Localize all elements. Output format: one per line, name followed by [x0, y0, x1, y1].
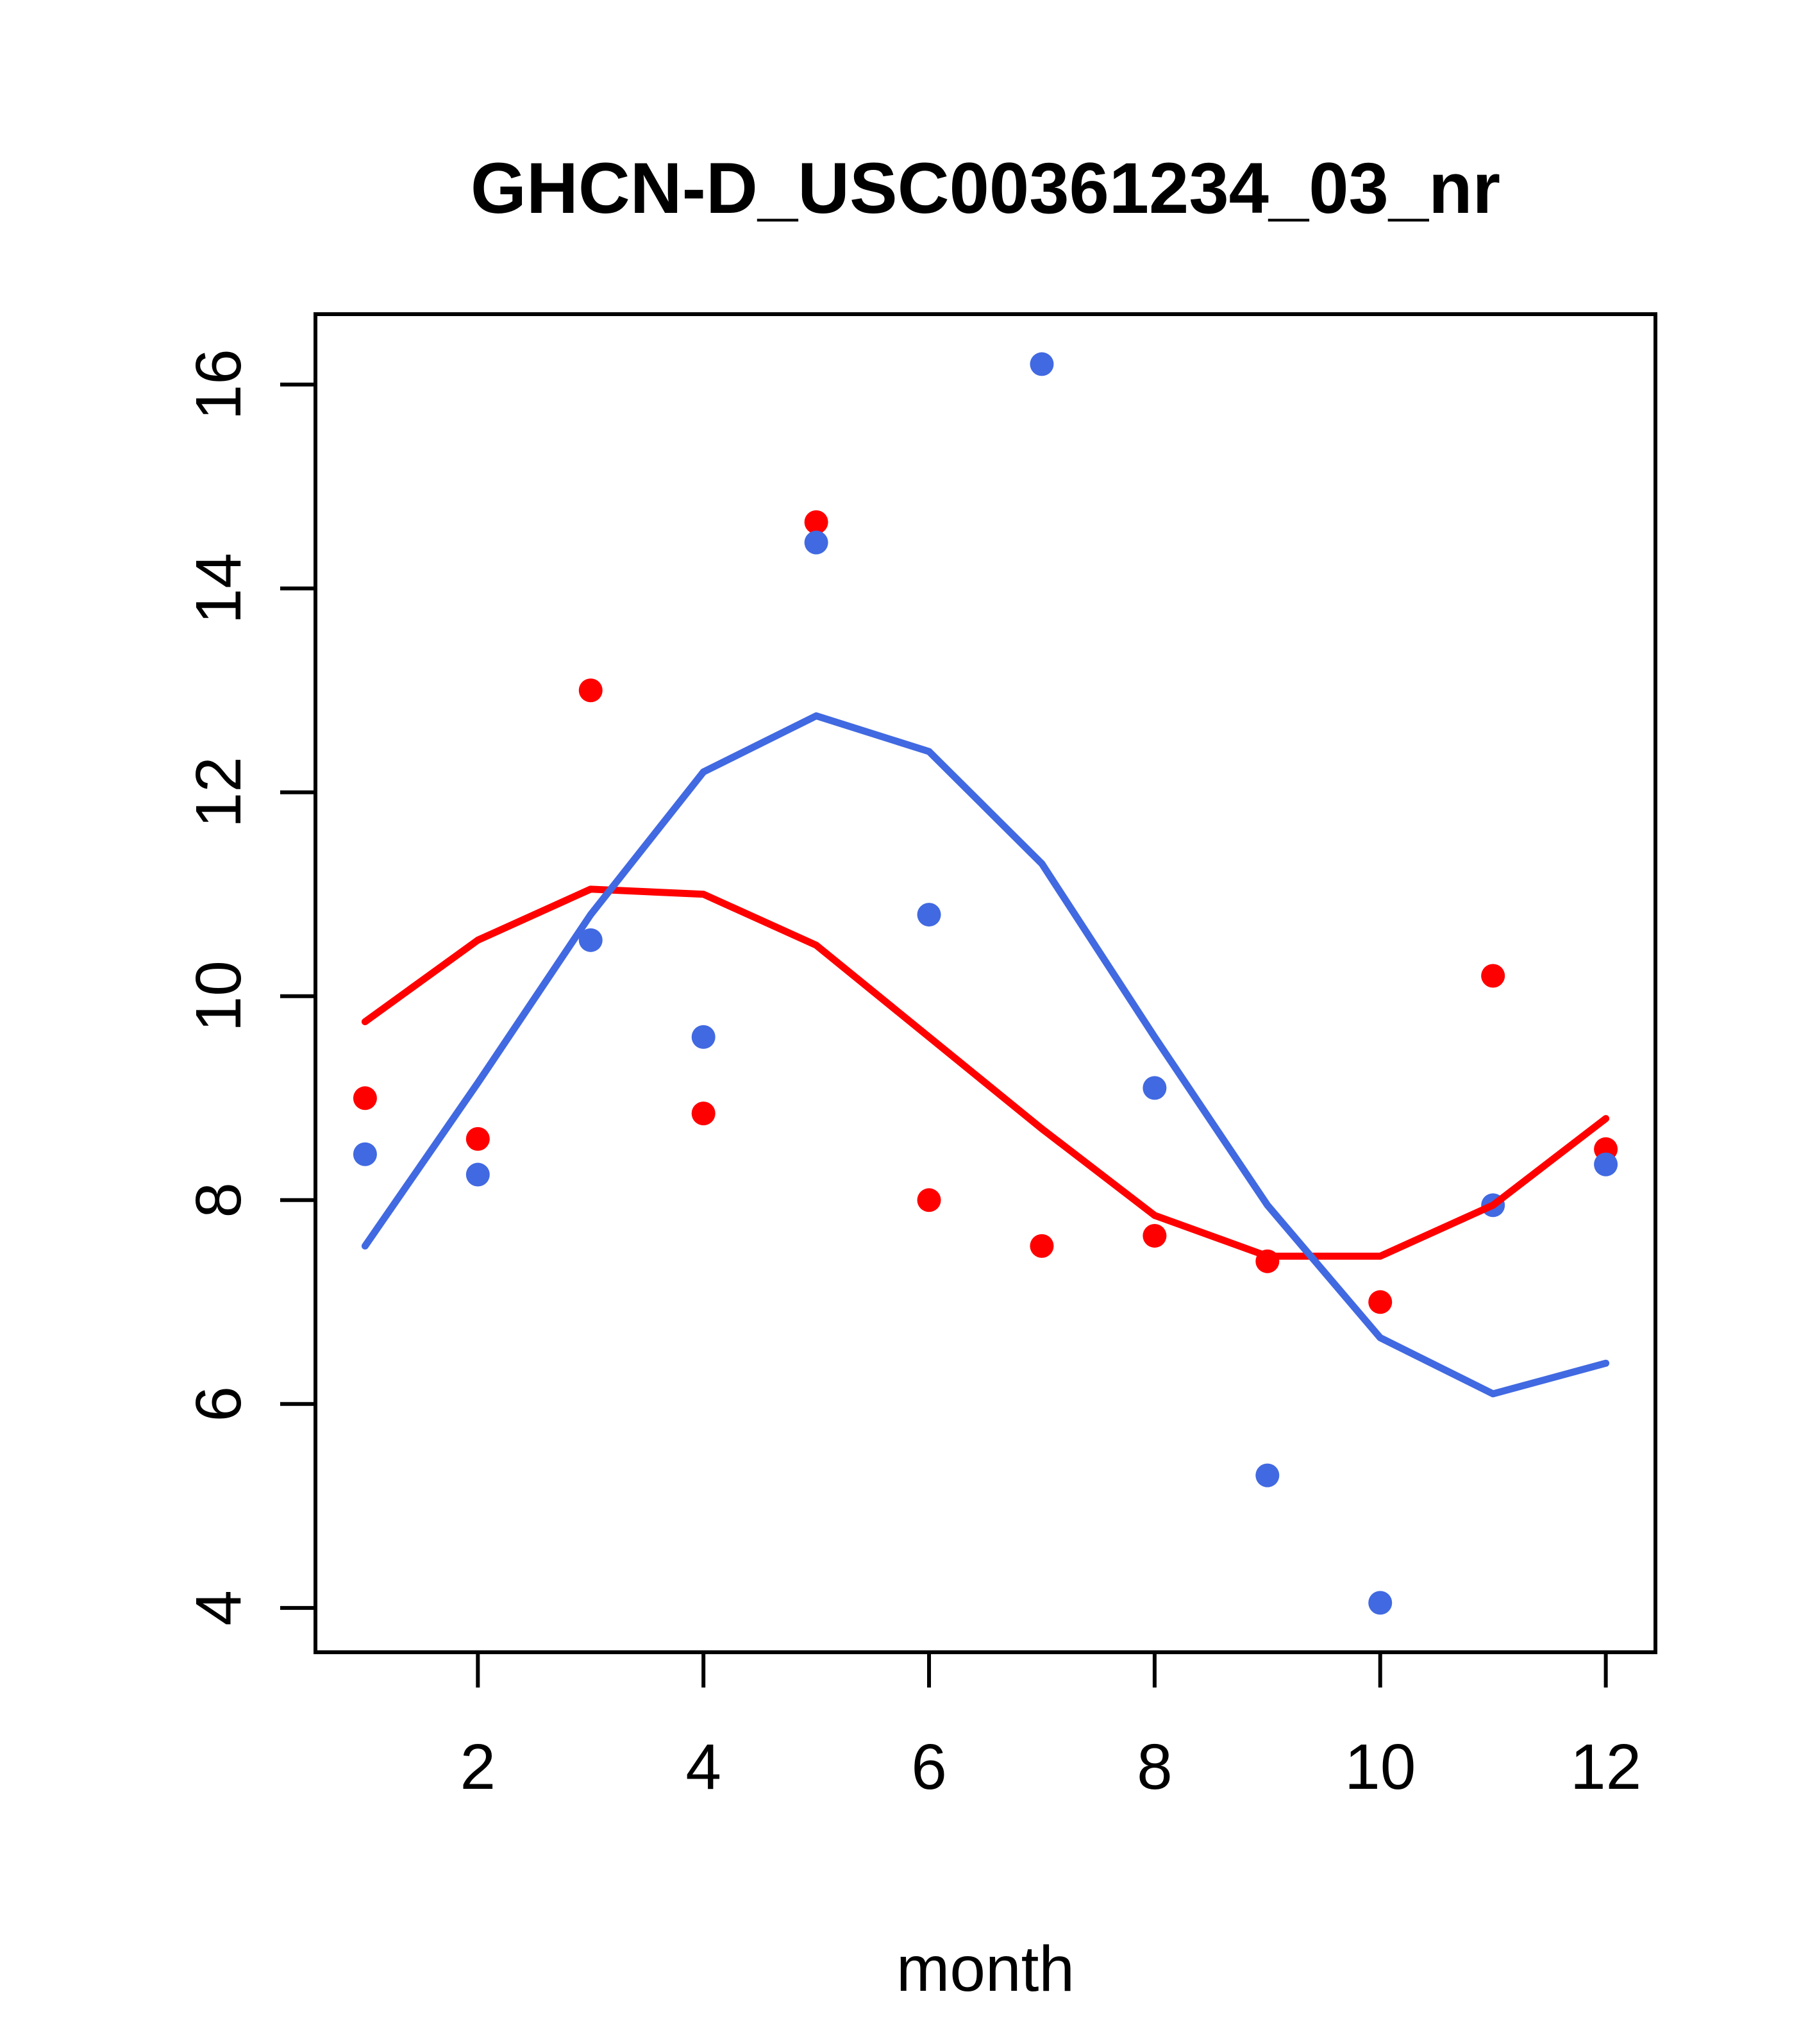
- blue-data-point: [1030, 352, 1054, 376]
- x-tick-label: 8: [1137, 1731, 1173, 1803]
- red-data-point: [804, 510, 828, 534]
- y-tick-label: 16: [183, 349, 255, 420]
- red-data-point: [1481, 964, 1505, 988]
- blue-data-point: [1368, 1591, 1393, 1615]
- y-tick-label: 4: [183, 1590, 255, 1626]
- blue-data-point: [691, 1025, 716, 1049]
- y-axis-tick-labels: 4 6 8 10 12 14 16: [183, 349, 255, 1626]
- blue-data-point: [917, 903, 941, 927]
- blue-smooth-line: [361, 712, 1610, 1398]
- blue-data-point: [465, 1162, 490, 1187]
- series-blue-smooth-line: [361, 712, 1610, 1398]
- y-tick-label: 12: [183, 757, 255, 828]
- red-data-point: [917, 1188, 941, 1212]
- blue-data-point: [804, 530, 828, 555]
- blue-data-point: [353, 1142, 377, 1166]
- x-tick-label: 6: [911, 1731, 947, 1803]
- series-red-points: [353, 510, 1618, 1314]
- y-tick-label: 6: [183, 1386, 255, 1422]
- series-red-smooth-line: [361, 885, 1610, 1260]
- blue-data-point: [578, 928, 603, 952]
- x-tick-label: 12: [1570, 1731, 1641, 1803]
- red-data-point: [578, 678, 603, 703]
- red-data-point: [353, 1086, 377, 1110]
- red-data-point: [1143, 1223, 1167, 1248]
- blue-data-point: [1143, 1076, 1167, 1100]
- x-tick-label: 4: [685, 1731, 721, 1803]
- blue-data-point: [1255, 1463, 1280, 1487]
- y-tick-label: 10: [183, 960, 255, 1032]
- red-data-point: [691, 1102, 716, 1126]
- x-tick-label: 2: [460, 1731, 496, 1803]
- red-data-point: [465, 1127, 490, 1151]
- plot-box: [314, 312, 1657, 1654]
- x-axis-tick-labels: 2 4 6 8 10 12: [460, 1731, 1642, 1803]
- chart-title: GHCN-D_USC00361234_03_nr: [471, 148, 1500, 228]
- x-tick-label: 10: [1344, 1731, 1416, 1803]
- x-axis-label: month: [896, 1933, 1075, 2005]
- red-smooth-line: [361, 885, 1610, 1260]
- y-tick-label: 8: [183, 1182, 255, 1218]
- y-tick-label: 14: [183, 553, 255, 624]
- x-axis-ticks: [476, 1652, 1608, 1688]
- red-data-point: [1030, 1234, 1054, 1258]
- blue-data-point: [1594, 1152, 1618, 1177]
- y-axis-ticks: [280, 382, 315, 1610]
- red-data-point: [1368, 1290, 1393, 1314]
